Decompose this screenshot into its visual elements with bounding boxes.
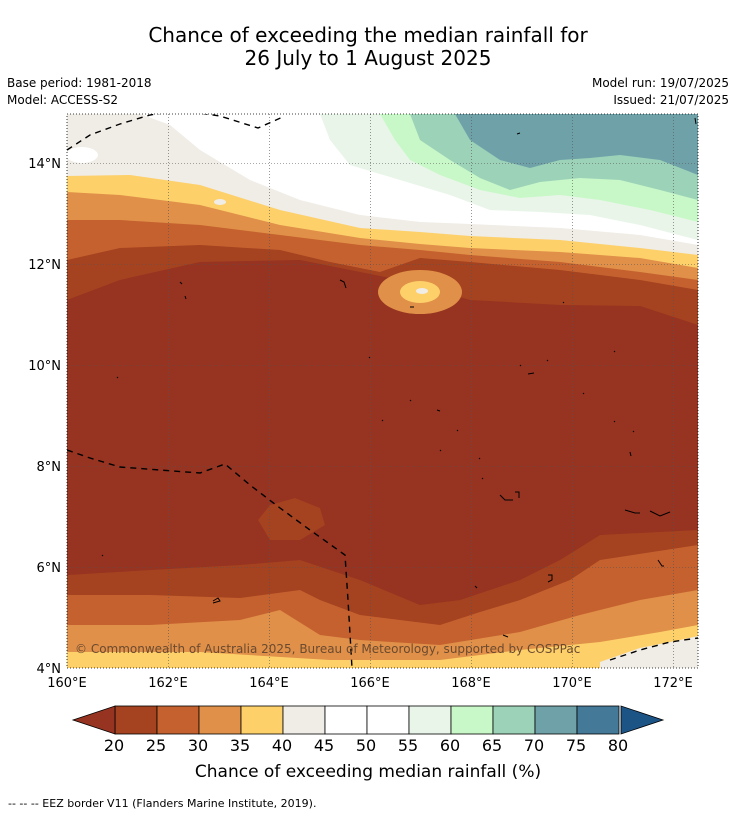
lat-label: 12°N [28,258,61,273]
lat-label: 8°N [37,460,62,475]
contour-spot-40-45 [214,199,226,205]
map-title-line-2: 26 July to 1 August 2025 [244,46,492,70]
map-frame [66,113,699,669]
colorbar-title: Chance of exceeding median rainfall (%) [194,762,542,782]
colorbar-cell [534,705,578,735]
colorbar-tick: 40 [271,736,293,755]
colorbar-cell [408,705,452,735]
colorbar-cell [492,705,536,735]
colorbar-under-arrow [71,705,116,735]
colorbar-cell [198,705,242,735]
colorbar-cell [324,705,368,735]
contour-bump-40-45 [416,288,428,294]
latitude-labels: 14°N 12°N 10°N 8°N 6°N 4°N [28,157,61,677]
colorbar-cell [114,705,158,735]
colorbar-cell [240,705,284,735]
colorbar-tick: 30 [187,736,209,755]
model-run-label: Model run: 19/07/2025 [591,76,729,90]
lon-label: 170°E [552,676,592,691]
lon-label: 166°E [350,676,390,691]
colorbar-tick: 65 [481,736,503,755]
colorbar-tick: 35 [229,736,251,755]
lat-label: 6°N [37,561,62,576]
eez-borders [67,114,698,668]
lon-label: 160°E [47,676,87,691]
lon-label: 168°E [451,676,491,691]
lat-label: 10°N [28,359,61,374]
longitude-labels: 160°E 162°E 164°E 166°E 168°E 170°E 172°… [47,676,693,691]
eez-footnote: -- -- -- EEZ border V11 (Flanders Marine… [8,797,317,810]
lat-label: 14°N [28,157,61,172]
contour-35-40-south [67,625,698,668]
model-label: Model: ACCESS-S2 [7,93,119,107]
copyright-text: © Commonwealth of Australia 2025, Bureau… [75,642,580,656]
lon-label: 162°E [148,676,188,691]
colorbar-cell [282,705,326,735]
colorbar-cells [114,705,620,735]
colorbar-over-arrow [620,705,665,735]
colorbar-tick: 70 [523,736,545,755]
colorbar-tick: 20 [103,736,125,755]
colorbar-tick: 45 [313,736,335,755]
lon-label: 164°E [249,676,289,691]
colorbar-cell [366,705,410,735]
lon-label: 172°E [653,676,693,691]
islands [101,117,697,638]
map-contours [67,114,698,668]
contour-patch-white [67,147,98,163]
issued-label: Issued: 21/07/2025 [613,93,729,107]
lat-label: 4°N [37,662,62,677]
colorbar-tick: 55 [397,736,419,755]
rainfall-map: © Commonwealth of Australia 2025, Bureau… [28,113,699,691]
contour-70-75-north [455,114,698,175]
map-title-line-1: Chance of exceeding the median rainfall … [148,23,588,47]
colorbar-tick: 25 [145,736,167,755]
colorbar-cell [156,705,200,735]
colorbar-tick: 50 [355,736,377,755]
base-period-label: Base period: 1981-2018 [7,76,152,90]
colorbar-tick: 60 [439,736,461,755]
colorbar-tick: 75 [565,736,587,755]
colorbar-cell [576,705,620,735]
colorbar-cell [450,705,494,735]
map-gridlines [67,114,698,668]
colorbar-tick: 80 [607,736,629,755]
